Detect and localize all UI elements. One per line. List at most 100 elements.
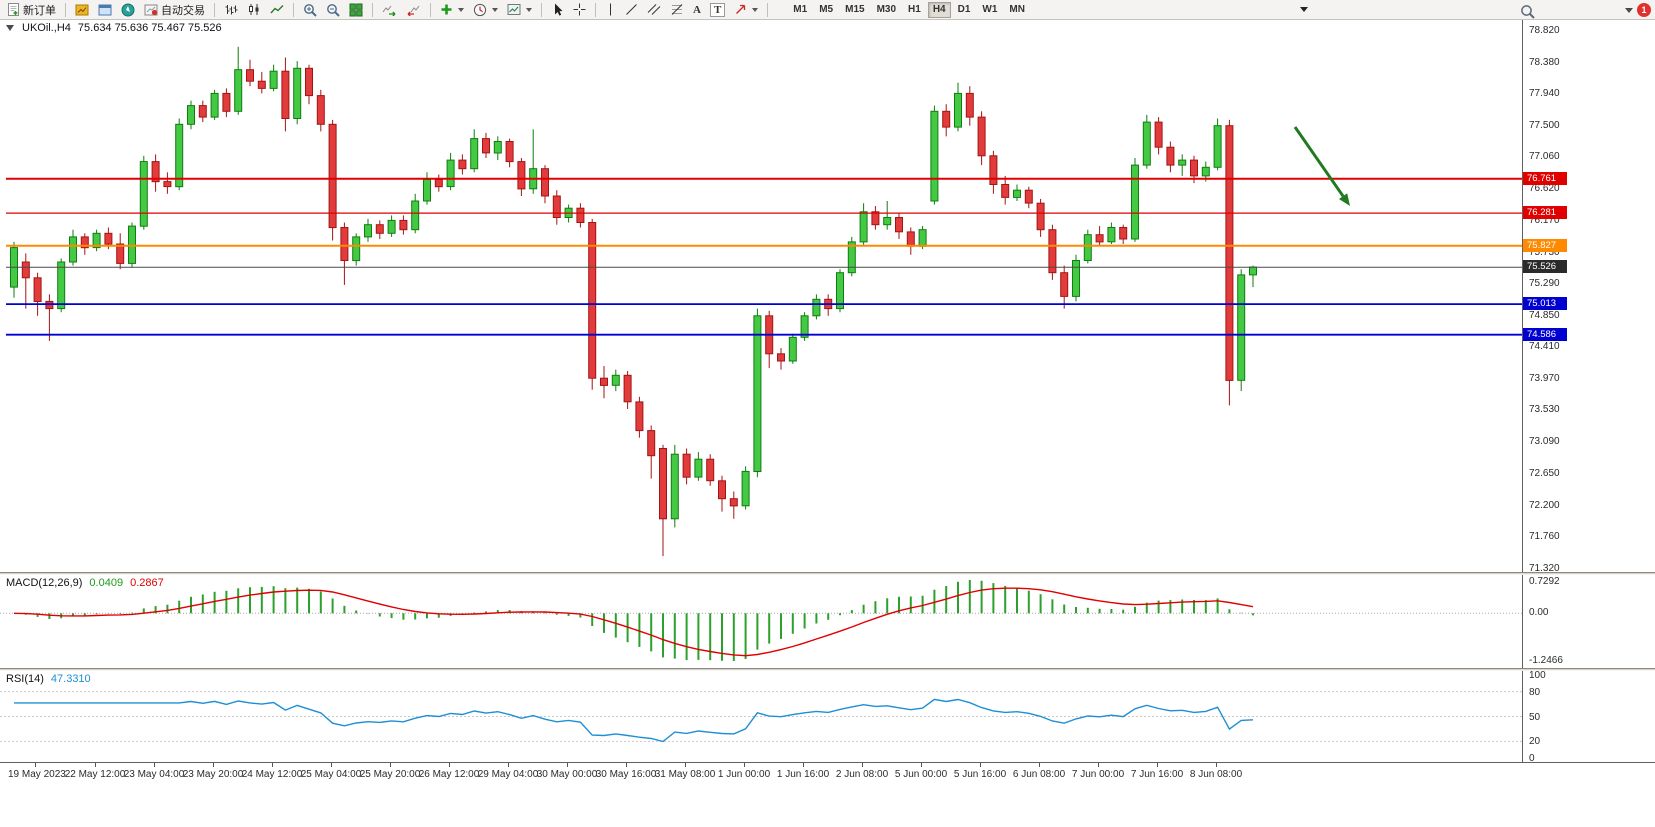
chart-line-button[interactable]: [266, 1, 288, 19]
rsi-axis-label: 80: [1529, 687, 1541, 698]
pane-divider[interactable]: [0, 572, 1655, 575]
channel-button[interactable]: [643, 1, 665, 19]
timeframe-m15-button[interactable]: M15: [840, 2, 869, 18]
new-order-label: 新订单: [23, 4, 56, 17]
rsi-pane[interactable]: RSI(14) 47.3310: [0, 671, 1522, 762]
zoom-out-icon: [327, 3, 340, 17]
zoom-in-button[interactable]: [299, 1, 321, 19]
price-axis-label: 75.290: [1529, 278, 1560, 289]
pane-divider[interactable]: [0, 668, 1655, 671]
data-window-icon: [98, 4, 112, 15]
time-axis-tick: [1098, 763, 1099, 767]
toolbar-separator: [595, 2, 596, 17]
time-axis-label: 5 Jun 00:00: [894, 769, 948, 780]
price-axis-label: 76.170: [1529, 215, 1560, 226]
autotrading-button[interactable]: 自动交易: [140, 1, 209, 19]
vertical-line-button[interactable]: [601, 1, 620, 19]
time-axis[interactable]: 19 May 2023 22 May 12:00 23 May 04:00 23 Ma…: [0, 762, 1655, 827]
cursor-icon: [555, 3, 563, 16]
trendline-button[interactable]: [621, 1, 642, 19]
price-tag: 76.281: [1523, 206, 1567, 219]
notifications-caret-icon: [1625, 7, 1633, 13]
vertical-line-icon: [610, 3, 611, 16]
indicators-button[interactable]: [436, 1, 468, 19]
toolbar-separator: [65, 2, 66, 17]
price-axis[interactable]: 78.820 78.380 77.940 77.500 77.060 76.620 76.1…: [1522, 20, 1655, 764]
chart-candles-button[interactable]: [243, 1, 265, 19]
data-window-button[interactable]: [94, 1, 116, 19]
price-axis-label: 77.500: [1529, 120, 1560, 131]
chart-symbol-period: UKOil.,H4: [22, 22, 71, 34]
timeframe-group: M1 M5 M15 M30 H1 H4 D1 W1 MN: [787, 1, 1031, 18]
macd-header: MACD(12,26,9) 0.0409 0.2867: [6, 577, 164, 589]
time-axis-tick: [1216, 763, 1217, 767]
search-button[interactable]: [1516, 2, 1539, 20]
dropdown-caret-icon: [752, 7, 759, 12]
macd-axis-min: -1.2466: [1529, 655, 1563, 666]
price-axis-label: 77.060: [1529, 151, 1560, 162]
crosshair-button[interactable]: [569, 1, 590, 19]
periods-button[interactable]: [469, 1, 502, 19]
timeframe-m5-button[interactable]: M5: [814, 2, 838, 18]
symbol-menu-icon: [6, 25, 14, 31]
chart-shift-button[interactable]: [402, 1, 425, 19]
timeframe-d1-button[interactable]: D1: [953, 2, 976, 18]
label-tool-icon: T: [709, 2, 726, 17]
tile-windows-button[interactable]: [345, 1, 367, 19]
time-axis-tick: [626, 763, 627, 767]
macd-pane[interactable]: MACD(12,26,9) 0.0409 0.2867: [0, 575, 1522, 668]
text-label-button[interactable]: T: [706, 1, 729, 19]
cursor-button[interactable]: [547, 1, 568, 19]
market-watch-button[interactable]: [71, 1, 93, 19]
timeframe-w1-button[interactable]: W1: [977, 2, 1002, 18]
macd-chart[interactable]: [0, 575, 1522, 668]
rsi-chart[interactable]: [0, 671, 1522, 762]
main-chart-pane[interactable]: UKOil.,H4 75.634 75.636 75.467 75.526: [0, 20, 1522, 572]
macd-axis-zero: 0.00: [1529, 607, 1549, 618]
time-axis-tick: [567, 763, 568, 767]
timeframe-m30-button[interactable]: M30: [872, 2, 901, 18]
price-axis-label: 77.940: [1529, 88, 1560, 99]
price-tag: 75.526: [1523, 260, 1567, 273]
fibonacci-button[interactable]: [666, 1, 688, 19]
time-axis-tick: [921, 763, 922, 767]
zoom-out-button[interactable]: [322, 1, 344, 19]
macd-axis-max: 0.7292: [1529, 576, 1560, 587]
timeframe-m1-button[interactable]: M1: [788, 2, 812, 18]
time-axis-label: 1 Jun 00:00: [717, 769, 771, 780]
price-tag: 75.827: [1523, 239, 1567, 252]
timeframe-h1-button[interactable]: H1: [903, 2, 926, 18]
dropdown-caret-icon: [458, 7, 464, 12]
price-axis-label: 73.530: [1529, 404, 1560, 415]
time-axis-tick: [272, 763, 273, 767]
candlestick-chart-icon: [249, 4, 259, 15]
chart-bars-button[interactable]: [220, 1, 242, 19]
timeframe-mn-button[interactable]: MN: [1004, 2, 1030, 18]
time-axis-label: 5 Jun 16:00: [953, 769, 1007, 780]
auto-scroll-button[interactable]: [378, 1, 401, 19]
template-icon: [507, 4, 521, 15]
new-order-button[interactable]: 新订单: [3, 1, 60, 19]
shapes-button[interactable]: [730, 1, 762, 19]
bar-chart-icon: [225, 5, 238, 15]
clock-icon: [473, 3, 487, 16]
navigator-icon: [121, 3, 135, 16]
tile-windows-icon: [349, 3, 363, 16]
rsi-axis-label: 50: [1529, 712, 1541, 723]
notifications-cluster[interactable]: 1: [1625, 3, 1651, 17]
time-axis-label: 7 Jun 16:00: [1130, 769, 1184, 780]
toolbar-overflow-icon[interactable]: [1300, 7, 1308, 12]
timeframe-h4-button[interactable]: H4: [927, 1, 951, 18]
candlestick-chart[interactable]: [0, 20, 1522, 572]
text-button[interactable]: A: [689, 1, 705, 19]
price-axis-label: 71.320: [1529, 563, 1560, 574]
price-axis-label: 78.820: [1529, 25, 1560, 36]
toolbar-separator: [372, 2, 373, 17]
templates-button[interactable]: [503, 1, 536, 19]
price-axis-label: 73.970: [1529, 373, 1560, 384]
price-axis-label: 72.200: [1529, 500, 1560, 511]
navigator-button[interactable]: [117, 1, 139, 19]
toolbar-separator: [214, 2, 215, 17]
text-tool-icon: A: [693, 3, 701, 16]
